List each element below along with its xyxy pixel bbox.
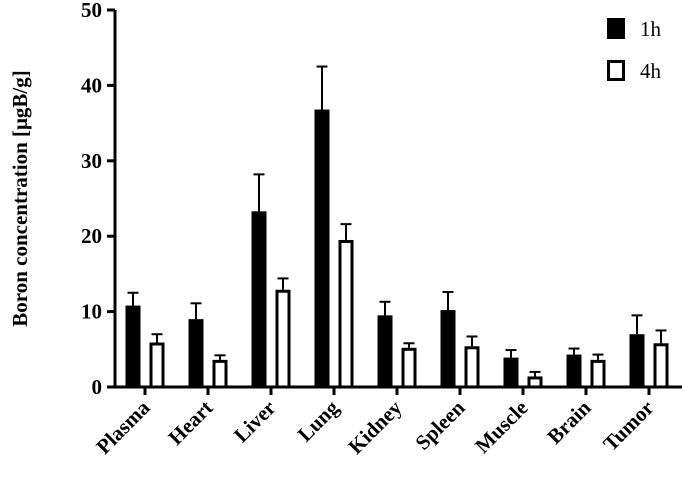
bar-4h-plasma [149, 342, 165, 389]
legend-label-1h: 1h [640, 17, 662, 41]
bar-1h-liver [251, 211, 267, 389]
y-axis: 0 10 20 30 40 50 [81, 0, 117, 399]
y-tick-label: 10 [81, 300, 102, 324]
bar-4h-tumor [653, 343, 669, 389]
bar-4h-spleen [464, 346, 480, 389]
bar-1h-brain [566, 354, 582, 389]
bar-4h-liver [275, 289, 291, 389]
bar-4h-muscle [527, 376, 543, 389]
bar-1h-tumor [629, 334, 645, 389]
legend-swatch-1h [607, 18, 625, 39]
y-axis-title: Boron concentration [μgB/g] [8, 70, 32, 327]
x-category-label: Plasma [91, 395, 155, 459]
bars [125, 65, 669, 389]
x-category-label: Brain [542, 395, 596, 449]
bar-4h-heart [212, 359, 228, 389]
y-tick-label: 40 [81, 73, 102, 97]
bar-4h-kidney [401, 347, 417, 389]
bar-1h-heart [188, 319, 204, 389]
bar-1h-lung [314, 109, 330, 389]
legend-swatch-4h [607, 60, 625, 81]
x-category-label: Liver [229, 396, 281, 448]
x-category-label: Muscle [470, 396, 532, 458]
bar-4h-lung [338, 239, 354, 389]
bar-4h-brain [590, 359, 606, 389]
bar-1h-plasma [125, 305, 141, 389]
y-tick-label: 0 [92, 375, 103, 399]
x-category-label: Kidney [343, 395, 407, 459]
x-category-label: Tumor [598, 396, 658, 456]
bar-1h-kidney [377, 315, 393, 389]
y-tick-label: 20 [81, 224, 102, 248]
x-category-label: Spleen [410, 395, 469, 454]
legend-label-4h: 4h [640, 59, 662, 83]
bar-1h-spleen [440, 310, 456, 389]
x-category-label: Lung [293, 395, 344, 446]
x-category-label: Heart [163, 396, 217, 450]
y-tick-label: 30 [81, 149, 102, 173]
y-tick-label: 50 [81, 0, 102, 22]
bar-1h-muscle [503, 357, 519, 389]
x-axis: Plasma Heart Liver Lung Kidney Spleen Muscle Br… [91, 385, 682, 459]
legend: 1h 4h [607, 17, 662, 83]
